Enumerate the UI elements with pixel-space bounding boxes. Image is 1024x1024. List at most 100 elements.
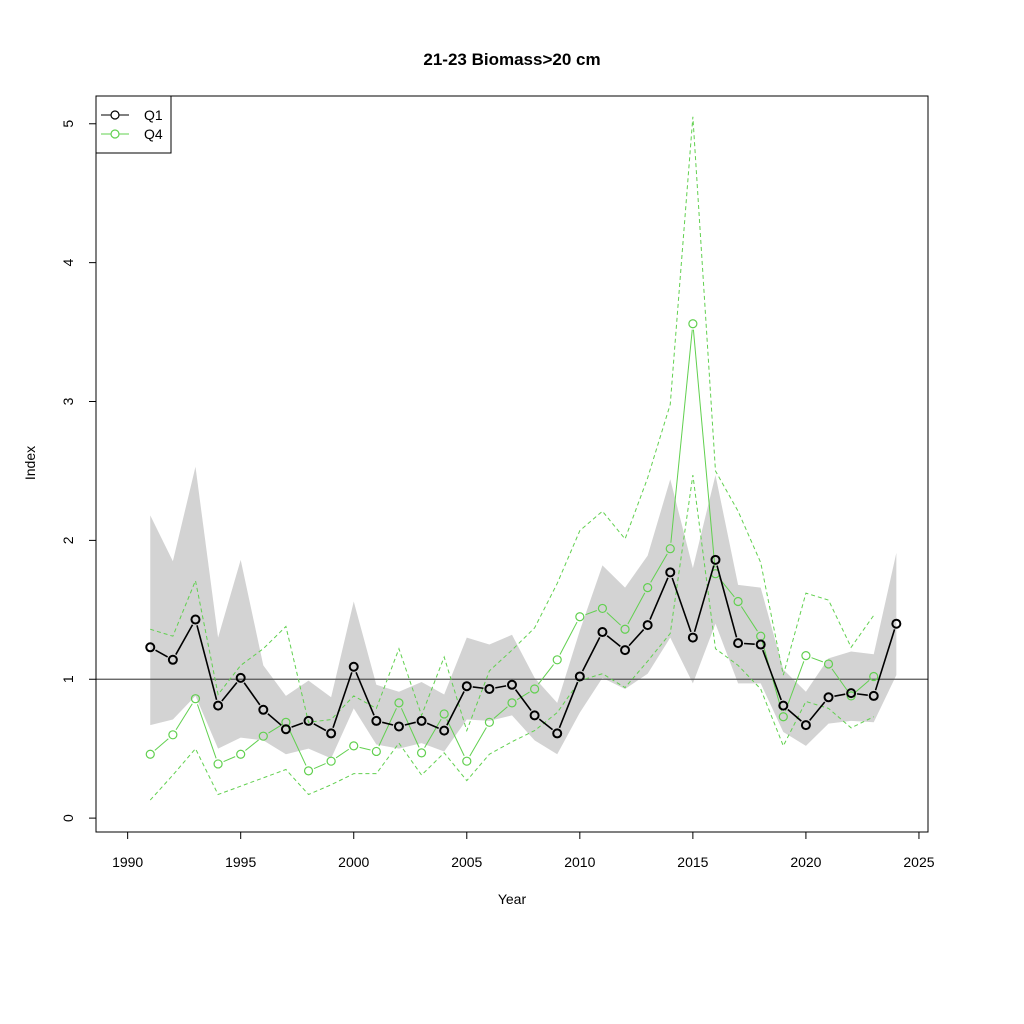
q1-point (710, 554, 721, 565)
q4-upper-bound-line (150, 116, 875, 733)
q1-line-segment (155, 649, 169, 658)
q1-line-segment (787, 708, 802, 722)
q1-point (687, 632, 698, 643)
q4-line-segment (670, 329, 693, 543)
x-tick-label: 2010 (564, 854, 595, 870)
q1-line-segment (221, 682, 238, 702)
q4-point (801, 651, 811, 661)
q1-line-segment (834, 693, 846, 697)
q1-point (823, 692, 834, 703)
x-tick-label: 2015 (677, 854, 708, 870)
x-tick-label: 1995 (225, 854, 256, 870)
q1-line-segment (495, 685, 507, 689)
q4-point (688, 319, 698, 329)
x-axis-label: Year (498, 891, 527, 907)
q1-line-segment (267, 713, 282, 726)
q1-point (280, 724, 291, 735)
q4-line-segment (692, 329, 716, 568)
q1-line-segment (243, 682, 261, 706)
q4-line-segment (175, 703, 193, 730)
q1-line-segment (175, 624, 194, 655)
x-tick-label: 2000 (338, 854, 369, 870)
q4-point (597, 603, 608, 614)
q4-line-segment (606, 612, 621, 626)
q4-point (236, 749, 246, 759)
q1-point (484, 683, 495, 694)
q4-point (665, 544, 675, 554)
q4-line-segment (811, 657, 824, 663)
q4-point (168, 730, 178, 740)
q4-line-segment (627, 592, 646, 625)
q1-point (665, 567, 676, 578)
legend-marker-q1 (110, 110, 120, 120)
q1-point (800, 720, 811, 731)
q1-line-segment (693, 565, 715, 633)
x-tick-label: 2025 (903, 854, 934, 870)
q1-point (529, 710, 540, 721)
q4-line-segment (831, 668, 849, 692)
q4-line-segment (650, 553, 668, 583)
q1-point (574, 671, 585, 682)
q4-line-segment (268, 725, 282, 734)
q4-point (530, 684, 540, 694)
q1-line-segment (514, 689, 532, 712)
q4-point (869, 671, 879, 682)
q1-line-segment (381, 721, 394, 726)
q1-point (258, 704, 269, 715)
q1-line-segment (426, 722, 439, 729)
q4-lower-bound-line (149, 475, 874, 801)
q4-line-segment (223, 756, 236, 763)
q1-point (326, 728, 337, 739)
y-tick-label: 0 (60, 814, 76, 822)
q4-point (303, 766, 314, 776)
x-tick-label: 2020 (790, 854, 821, 870)
q4-line-segment (245, 739, 259, 751)
q4-line-segment (537, 664, 554, 685)
q4-line-segment (424, 718, 442, 748)
plot-area: 1990 1995 2000 2005 2010 2015 2020 2025 0 1 2 3 4 5 Q1… (60, 95, 935, 870)
q4-point (439, 709, 449, 719)
x-tick-label: 2005 (451, 854, 482, 870)
q1-line-segment (538, 718, 554, 731)
y-axis-label: Index (22, 446, 38, 480)
y-tick-label: 4 (60, 259, 76, 267)
q1-point (597, 627, 608, 638)
legend-box (95, 95, 172, 154)
q1-point (416, 715, 427, 726)
x-tick-label: 1990 (112, 854, 143, 870)
q1-line-segment (628, 628, 645, 647)
legend-marker-q4 (110, 129, 120, 139)
q4-point (326, 756, 336, 766)
q4-point (823, 659, 834, 669)
q4-line-segment (559, 621, 578, 655)
legend-label-q4: Q4 (144, 126, 163, 142)
q4-point (643, 582, 653, 593)
q4-point (733, 596, 743, 607)
q4-point (462, 756, 472, 766)
q4-point (213, 759, 223, 769)
q1-confidence-band (150, 466, 897, 759)
chart-title: 21-23 Biomass>20 cm (423, 50, 600, 69)
q4-point (552, 655, 562, 665)
q1-line-segment (716, 565, 738, 638)
q1-line-segment (332, 672, 353, 728)
q1-point (507, 679, 517, 690)
q4-line-segment (516, 691, 530, 701)
q1-line-segment (856, 693, 868, 696)
q1-line-segment (196, 625, 218, 701)
q4-point (145, 749, 155, 759)
q4-line-segment (855, 680, 870, 693)
q1-point (371, 715, 382, 726)
y-tick-label: 1 (60, 675, 76, 683)
q4-point (371, 746, 381, 757)
q4-line-segment (335, 748, 350, 759)
q4-line-segment (378, 708, 397, 747)
q1-line-segment (472, 686, 484, 690)
q1-line-segment (404, 721, 416, 726)
q4-line-segment (400, 708, 420, 748)
q1-point (213, 700, 224, 711)
q1-point (439, 725, 450, 736)
q4-point (349, 741, 359, 751)
